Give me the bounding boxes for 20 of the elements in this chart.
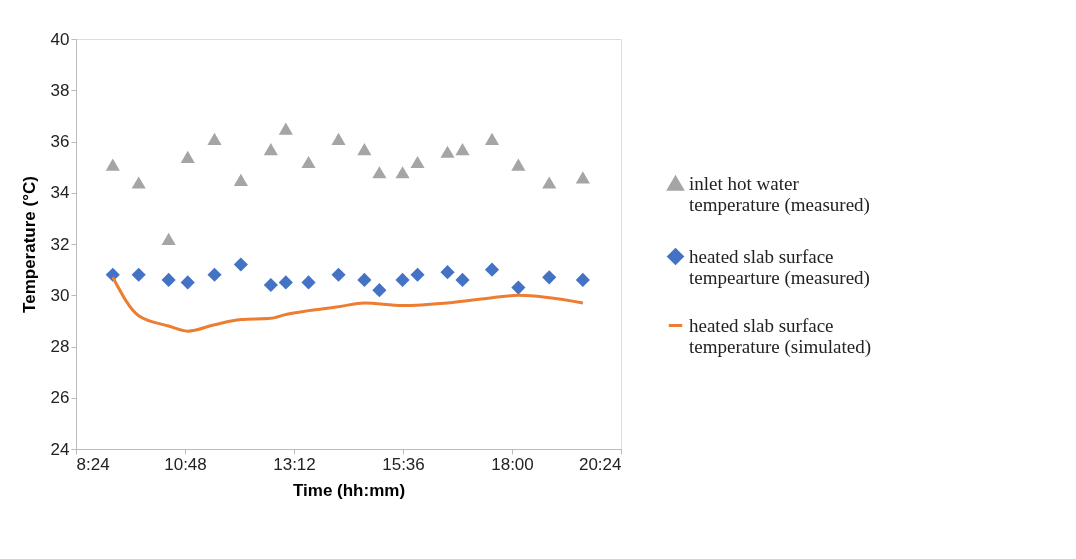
legend-label: heated slab surface tempearture (measured) bbox=[689, 245, 870, 289]
x-tick-label: 8:24 bbox=[76, 454, 110, 474]
x-axis-title: Time (hh:mm) bbox=[292, 480, 406, 500]
y-tick-label: 40 bbox=[50, 29, 70, 49]
y-tick-label: 30 bbox=[50, 285, 70, 305]
x-tick-label: 20:24 bbox=[578, 454, 622, 474]
x-tick-label: 15:36 bbox=[382, 454, 425, 474]
legend-label: heated slab surface temperature (simulated) bbox=[689, 314, 872, 358]
y-tick-label: 38 bbox=[50, 80, 70, 100]
x-tick-label: 13:12 bbox=[273, 454, 316, 474]
y-tick-label: 36 bbox=[50, 132, 70, 151]
y-tick-label: 28 bbox=[50, 337, 70, 356]
y-tick-label: 26 bbox=[50, 388, 70, 408]
x-tick-label: 18:00 bbox=[491, 454, 534, 474]
x-tick-label: 10:48 bbox=[164, 454, 207, 474]
y-axis-title: Temperature (°C) bbox=[19, 176, 39, 313]
y-tick-label: 32 bbox=[50, 234, 70, 254]
y-tick-label: 24 bbox=[50, 439, 70, 459]
legend-label: inlet hot water temperature (measured) bbox=[689, 172, 870, 216]
y-tick-label: 34 bbox=[50, 183, 70, 203]
